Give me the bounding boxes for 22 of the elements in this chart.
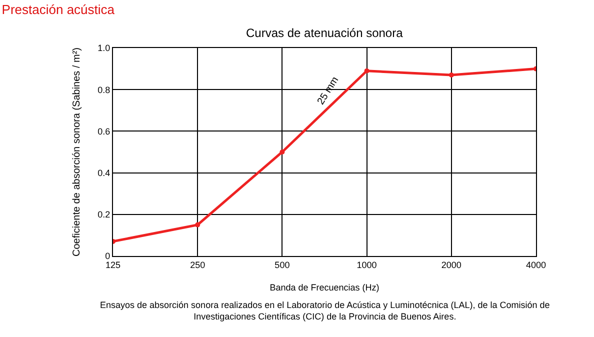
x-tick-label: 250 xyxy=(190,260,206,270)
y-tick-label: 0.8 xyxy=(98,84,110,95)
x-tick-label: 2000 xyxy=(441,260,462,270)
y-tick-label: 0 xyxy=(105,251,110,262)
x-tick-label: 4000 xyxy=(526,260,546,270)
x-axis-title: Banda de Frecuencias (Hz) xyxy=(270,282,380,293)
line-series xyxy=(113,66,536,244)
point xyxy=(448,72,454,78)
y-tick-label: 0.4 xyxy=(98,168,110,178)
point xyxy=(364,68,370,74)
point xyxy=(195,222,200,228)
y-tick-label: 0.6 xyxy=(98,126,110,136)
x-tick-label: 1000 xyxy=(356,260,377,270)
y-tick-label: 0.2 xyxy=(98,210,110,220)
chart-subtitle: Curvas de atenuación sonora xyxy=(246,26,404,40)
x-tick-label: 500 xyxy=(274,260,290,270)
y-tick-label: 1.0 xyxy=(98,43,110,54)
point xyxy=(280,150,285,154)
y-axis-title: Coeficiente de absorción sonora (Sabines / m²) xyxy=(72,48,83,256)
chart-title: Prestación acústica xyxy=(2,2,116,18)
text: Ensayos de absorción sonora realizados en el Laboratorio de Acústica y Luminotécnica (LAL), de la Comisión de Investigaciones Científicas (CIC) de la Provincia de Buenos Aires. xyxy=(100,300,550,322)
x-tick-label: 125 xyxy=(105,260,121,270)
